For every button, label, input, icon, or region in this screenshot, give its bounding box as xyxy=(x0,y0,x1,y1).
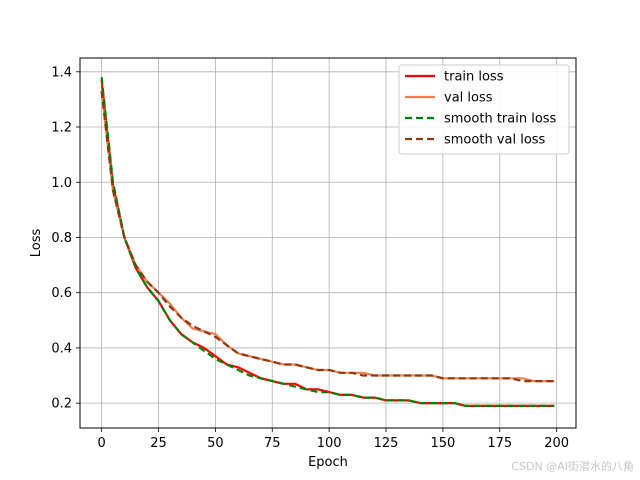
y-tick-label: 1.0 xyxy=(51,176,72,191)
y-tick-label: 0.6 xyxy=(51,286,72,301)
series-lines xyxy=(100,77,555,407)
x-axis-label: Epoch xyxy=(308,455,348,470)
legend-label: smooth val loss xyxy=(444,133,546,148)
grid xyxy=(80,58,576,428)
legend-label: val loss xyxy=(444,91,493,106)
x-tick-label: 50 xyxy=(207,436,224,451)
y-tick-label: 0.8 xyxy=(51,231,72,246)
x-tick-label: 25 xyxy=(150,436,167,451)
x-tick-label: 200 xyxy=(544,436,569,451)
y-tick-label: 1.2 xyxy=(51,121,72,136)
x-tick-label: 75 xyxy=(264,436,281,451)
legend-box xyxy=(398,64,570,155)
x-tick-label: 125 xyxy=(374,436,399,451)
x-tick-label: 0 xyxy=(97,436,105,451)
plot-frame xyxy=(79,57,577,429)
legend-label: train loss xyxy=(444,70,504,85)
x-tick-label: 175 xyxy=(487,436,512,451)
y-axis-label: Loss xyxy=(29,229,44,258)
axis-ticks: 0 25 50 75 100 125 150 175 200 0.2 0.4 0.6 0.8 1.0 1.2… xyxy=(51,65,569,451)
legend-label: smooth train loss xyxy=(444,112,557,127)
watermark-text: CSDN @AI街潜水的八角 xyxy=(511,460,634,473)
x-tick-label: 100 xyxy=(317,436,342,451)
y-tick-label: 1.4 xyxy=(51,65,72,80)
series-line-smooth-train-loss xyxy=(100,77,555,407)
x-tick-label: 150 xyxy=(430,436,455,451)
y-tick-label: 0.2 xyxy=(51,397,72,412)
legend: train loss val loss smooth train loss smoot… xyxy=(398,64,570,155)
y-tick-label: 0.4 xyxy=(51,341,72,356)
series-line-smooth-val-loss xyxy=(100,90,555,383)
